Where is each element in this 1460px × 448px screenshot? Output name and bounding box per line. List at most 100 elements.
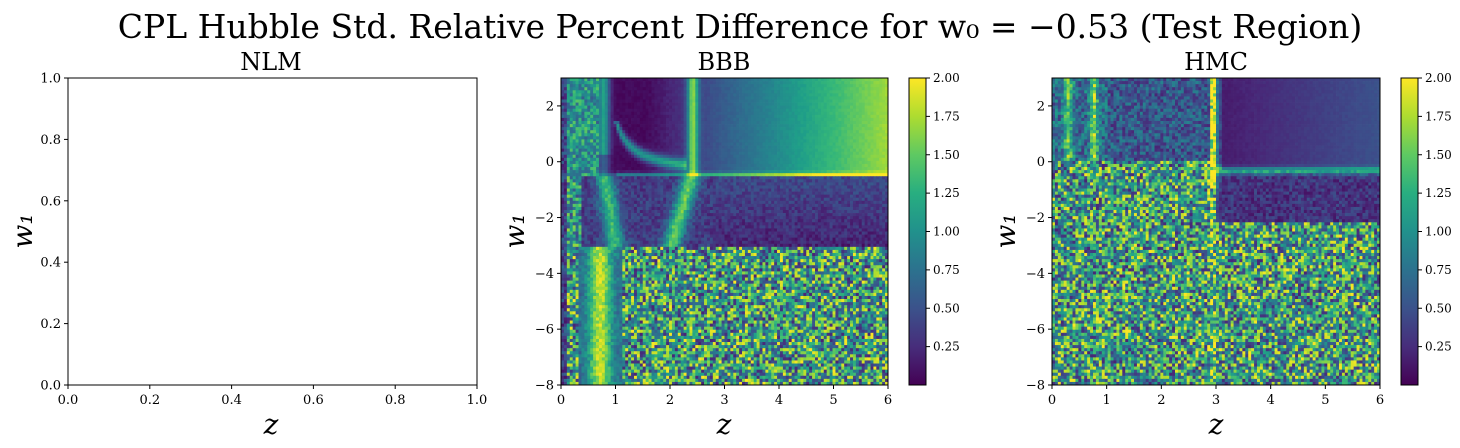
bbb-cell	[855, 154, 860, 159]
bbb-cell	[718, 111, 722, 116]
bbb-cell	[689, 157, 693, 162]
bbb-cell	[858, 160, 863, 165]
bbb-cell	[636, 197, 641, 202]
bbb-cell	[677, 111, 682, 116]
bbb-cell	[671, 81, 676, 85]
bbb-cell	[797, 78, 801, 82]
bbb-cell	[771, 87, 775, 91]
bbb-cell	[777, 194, 781, 199]
bbb-cell	[561, 111, 565, 116]
bbb-cell	[782, 191, 787, 196]
bbb-cell	[628, 87, 632, 91]
bbb-cell	[744, 173, 749, 177]
bbb-cell	[704, 142, 708, 146]
bbb-cell	[584, 173, 588, 177]
bbb-cell	[657, 151, 661, 156]
bbb-cell	[651, 185, 655, 189]
bbb-cell	[718, 167, 722, 171]
bbb-cell	[817, 127, 822, 131]
bbb-cell	[870, 96, 874, 100]
bbb-cell	[765, 200, 769, 205]
bbb-cell	[867, 96, 871, 100]
bbb-cell	[578, 157, 582, 162]
bbb-cell	[639, 210, 644, 214]
bbb-cell	[645, 117, 649, 122]
bbb-cell	[704, 93, 708, 97]
bbb-cell	[631, 87, 635, 91]
bbb-cell	[674, 90, 679, 94]
bbb-cell	[742, 145, 746, 149]
bbb-cell	[806, 142, 810, 146]
bbb-cell	[791, 120, 795, 125]
bbb-cell	[721, 182, 725, 186]
bbb-cell	[680, 206, 684, 211]
bbb-cell	[742, 173, 746, 177]
bbb-cell	[590, 194, 594, 199]
bbb-cell	[797, 90, 801, 94]
bbb-cell	[666, 182, 670, 186]
bbb-cell	[683, 151, 687, 156]
bbb-cell	[692, 142, 696, 146]
bbb-cell	[885, 170, 888, 174]
bbb-cell	[765, 170, 769, 174]
bbb-cell	[628, 136, 632, 140]
bbb-cell	[721, 210, 725, 214]
bbb-cell	[882, 96, 886, 100]
bbb-cell	[733, 81, 737, 85]
bbb-cell	[753, 148, 757, 153]
bbb-cell	[806, 173, 810, 177]
bbb-cell	[747, 142, 752, 146]
bbb-cell	[598, 114, 603, 119]
bbb-cell	[832, 111, 836, 116]
bbb-cell	[730, 185, 734, 189]
bbb-cell	[809, 173, 813, 177]
bbb-cell	[677, 105, 682, 110]
bbb-cell	[817, 87, 822, 91]
bbb-cell	[815, 176, 819, 180]
bbb-cell	[847, 206, 851, 211]
bbb-cell	[692, 185, 696, 189]
bbb-cell	[794, 139, 798, 143]
bbb-cell	[563, 130, 568, 134]
bbb-cell	[636, 120, 641, 125]
bbb-cell	[756, 179, 760, 183]
bbb-cell	[812, 124, 816, 128]
bbb-cell	[669, 120, 673, 125]
bbb-cell	[689, 170, 693, 174]
bbb-cell	[812, 96, 816, 100]
bbb-cell	[765, 120, 769, 125]
bbb-cell	[753, 130, 757, 134]
bbb-axes: 0 1 2 3 4 5 6−8−6−4−202 z w₁ 0.250.500.751.001…	[498, 71, 960, 441]
bbb-cell	[858, 182, 863, 186]
bbb-cell	[633, 203, 638, 208]
bbb-cell	[794, 84, 798, 88]
bbb-cell	[876, 114, 880, 119]
bbb-cell	[674, 142, 679, 146]
bbb-cell	[815, 81, 819, 85]
bbb-cell	[657, 120, 661, 125]
bbb-cell	[663, 114, 667, 119]
bbb-cell	[704, 136, 708, 140]
bbb-cell	[858, 206, 863, 211]
bbb-cell	[642, 99, 647, 103]
bbb-cell	[844, 179, 848, 183]
bbb-cell	[616, 173, 620, 177]
bbb-cell	[566, 170, 571, 174]
bbb-cell	[651, 167, 655, 171]
bbb-cell	[575, 87, 579, 91]
bbb-cell	[631, 200, 635, 205]
bbb-cell	[850, 120, 854, 125]
bbb-cell	[742, 78, 746, 82]
bbb-cell	[861, 173, 865, 177]
bbb-cell	[838, 197, 842, 202]
bbb-cell	[666, 117, 670, 122]
bbb-cell	[715, 188, 720, 192]
bbb-cell	[774, 167, 778, 171]
bbb-cell	[852, 210, 857, 214]
bbb-cell	[803, 154, 807, 159]
bbb-cell	[815, 148, 819, 153]
bbb-cell	[677, 102, 682, 106]
bbb-cell	[867, 179, 871, 183]
bbb-cell	[593, 203, 597, 208]
bbb-cell	[613, 96, 617, 100]
